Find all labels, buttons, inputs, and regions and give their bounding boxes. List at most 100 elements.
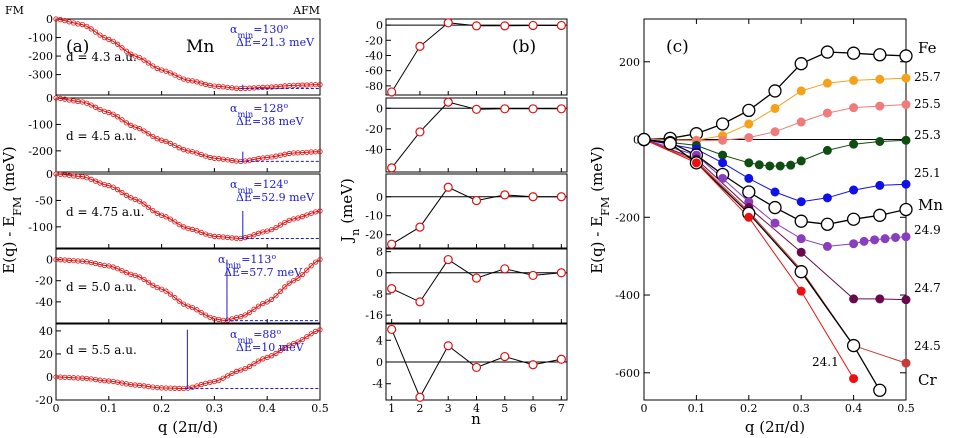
series-point [770, 127, 780, 137]
series-point [718, 150, 728, 160]
y-tick-label: -60 [365, 65, 383, 78]
x-axis-label: n [471, 410, 481, 428]
d-label: d = 4.75 a.u. [66, 205, 144, 219]
energy-point [97, 106, 103, 113]
series-point-open [742, 103, 756, 118]
energy-point [137, 55, 143, 61]
energy-point [317, 256, 323, 263]
energy-point [110, 111, 116, 117]
jn-point [556, 104, 566, 114]
energy-point [132, 124, 138, 130]
energy-point [101, 35, 108, 41]
alpha-min-label-part: α [230, 178, 238, 191]
energy-point [238, 367, 244, 373]
energy-point [282, 284, 288, 290]
energy-point [198, 151, 204, 158]
energy-point [264, 299, 270, 305]
alpha-min-label: αmin=124o [230, 177, 288, 196]
energy-point [106, 183, 112, 189]
series-line [643, 139, 907, 364]
y-tick-label: 0 [46, 371, 53, 384]
energy-point [88, 176, 94, 182]
series-label-24-5: 24.5 [914, 339, 941, 353]
jn-point [387, 87, 397, 97]
energy-point [88, 26, 94, 32]
series-label-25-1: 25.1 [914, 166, 941, 180]
alpha-min-label-part: o [283, 101, 288, 110]
series-point [770, 103, 780, 113]
energy-curve [55, 97, 321, 162]
series-point [859, 236, 869, 246]
energy-point [264, 228, 270, 234]
energy-point [299, 214, 305, 220]
energy-point [181, 224, 187, 230]
alpha-min-label-part: =113 [241, 253, 271, 266]
subplot-frame [385, 173, 568, 249]
series-point-open [899, 49, 913, 63]
energy-point [273, 293, 279, 299]
energy-point [172, 295, 178, 301]
series-point [796, 286, 806, 296]
panel-label-a: (a) [66, 37, 89, 57]
energy-point [79, 21, 86, 28]
energy-point [176, 298, 182, 304]
energy-point [145, 279, 151, 285]
x-axis-label: q (2π/d) [158, 418, 218, 436]
series-label-Mn: Mn [918, 196, 943, 214]
d-label: d = 5.0 a.u. [66, 280, 137, 294]
x-tick-label: 4 [473, 402, 480, 415]
energy-point [317, 149, 323, 155]
energy-point [255, 358, 261, 364]
energy-point [150, 133, 156, 140]
y-tick-label: -8 [372, 288, 383, 301]
y-tick-label: -50 [35, 194, 53, 207]
energy-point [299, 271, 305, 278]
x-tick-label: 0.5 [897, 402, 915, 415]
energy-point [172, 72, 178, 78]
alpha-min-label-part: =130 [253, 23, 283, 36]
jn-point [556, 20, 566, 31]
series-point [849, 239, 859, 249]
energy-point [317, 82, 323, 88]
series-point [718, 158, 728, 168]
y-axis-label-part: (meV) [338, 178, 356, 228]
y-tick-label: 4 [376, 334, 383, 347]
alpha-min-label-part: =88 [253, 328, 276, 341]
series-line [643, 139, 907, 203]
y-tick-label: -40 [365, 143, 383, 156]
energy-point [163, 214, 169, 220]
delta-e-label: ΔE=38 meV [236, 115, 305, 128]
energy-curve [55, 173, 321, 240]
d-label: d = 5.5 a.u. [66, 343, 137, 357]
energy-point [312, 259, 319, 265]
energy-point [106, 36, 112, 42]
energy-point [277, 222, 283, 228]
energy-point [93, 29, 99, 35]
series-24-5 [643, 139, 907, 364]
jn-point [556, 354, 566, 364]
energy-point [304, 212, 310, 218]
energy-point [84, 175, 90, 181]
series-point [875, 101, 885, 111]
series-point [901, 100, 911, 110]
series-point [880, 234, 890, 244]
series-point [718, 135, 728, 145]
jn-point [415, 41, 425, 51]
energy-point [110, 38, 116, 44]
y-tick-label: -200 [615, 211, 640, 224]
energy-point [88, 102, 94, 108]
series-point-open [742, 185, 756, 199]
alpha-min-label: αmin=88o [230, 327, 281, 346]
d-label: d = 4.5 a.u. [66, 129, 137, 143]
energy-point [128, 122, 134, 128]
energy-point [264, 354, 270, 360]
energy-point [176, 74, 182, 80]
energy-point [247, 363, 253, 369]
energy-point [268, 227, 275, 233]
energy-point [194, 228, 200, 234]
energy-point [110, 264, 116, 270]
y-tick-label: -600 [615, 367, 640, 380]
energy-point [167, 140, 173, 146]
energy-point [308, 210, 314, 216]
